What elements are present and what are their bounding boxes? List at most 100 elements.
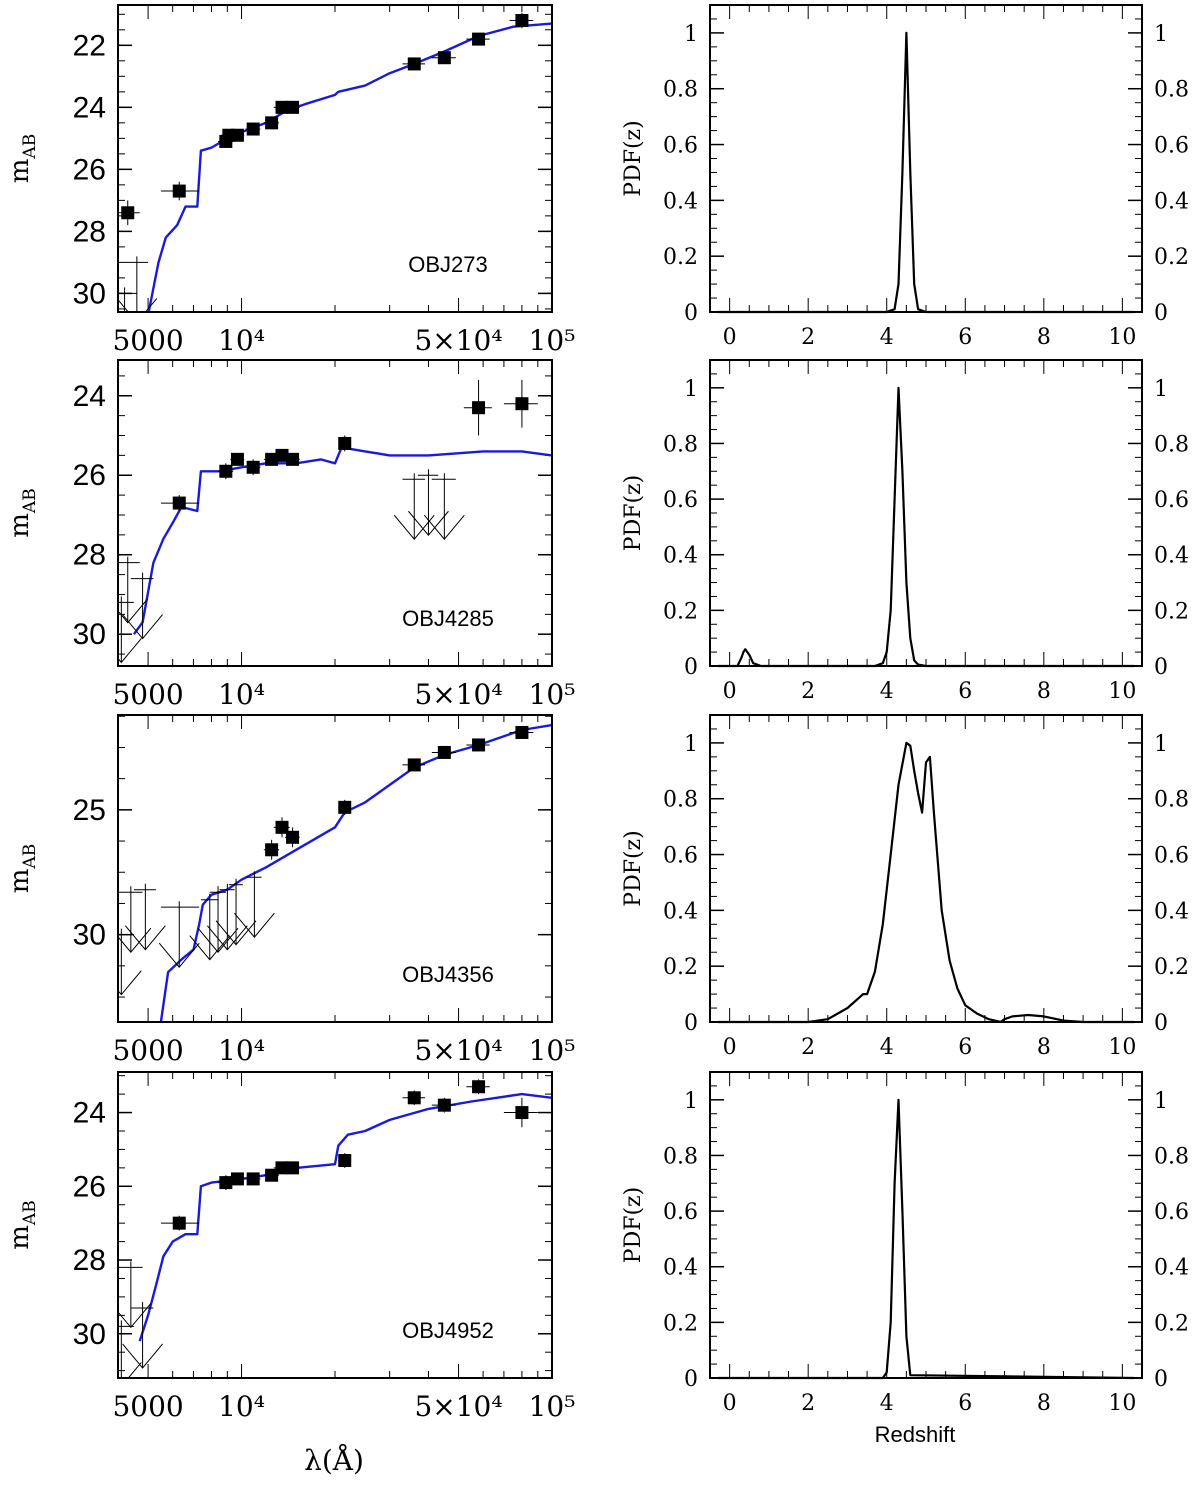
photometry-point — [246, 122, 260, 136]
y-tick-label: 0.4 — [663, 189, 698, 214]
pdf-frame — [709, 4, 1143, 313]
y-tick-label: 0.8 — [663, 1144, 698, 1169]
x-tick-label: 5×10⁴ — [414, 678, 502, 711]
sed-frame — [117, 714, 553, 1023]
y-tick-label: 30 — [73, 277, 106, 310]
photometry-point — [246, 460, 260, 474]
x-tick-label: 8 — [1037, 1391, 1051, 1416]
x-tick-label: 0 — [723, 325, 737, 350]
y-tick-label-right: 0.4 — [1154, 1256, 1189, 1281]
y-tick-label-right: 0.4 — [1154, 544, 1189, 569]
y-axis-title-subscript: AB — [20, 134, 40, 160]
photometry-point — [246, 1172, 260, 1186]
pdf-y-axis-title: PDF(z) — [621, 1187, 646, 1263]
x-tick-label: 10⁵ — [529, 324, 576, 357]
pdf-y-axis-title: PDF(z) — [621, 120, 646, 196]
object-label: OBJ273 — [408, 252, 488, 277]
y-tick-label: 30 — [73, 1318, 106, 1351]
x-tick-label: 8 — [1037, 325, 1051, 350]
photometry-point — [172, 1216, 186, 1230]
x-tick-label: 0 — [723, 1035, 737, 1060]
upper-limit-arrow — [122, 1343, 163, 1369]
x-tick-label: 4 — [880, 679, 894, 704]
y-tick-label: 0 — [684, 1367, 698, 1392]
upper-limit-arrow — [234, 912, 275, 939]
y-tick-label: 26 — [73, 1170, 106, 1203]
photometry-point — [265, 452, 279, 466]
photometry-point — [407, 57, 421, 71]
y-tick-label: 28 — [73, 1244, 106, 1277]
photometry-point — [338, 436, 352, 450]
y-tick-label-right: 0 — [1154, 1367, 1168, 1392]
y-tick-label-right: 0.2 — [1154, 955, 1189, 980]
y-tick-label: 0.8 — [663, 788, 698, 813]
y-tick-label: 0.4 — [663, 899, 698, 924]
photometry-point — [265, 1168, 279, 1182]
upper-limit-arrow — [197, 927, 239, 953]
y-tick-label-right: 0 — [1154, 1011, 1168, 1036]
object-label: OBJ4952 — [402, 1318, 494, 1343]
x-tick-label: 10⁴ — [218, 324, 265, 357]
y-tick-label: 0.4 — [663, 544, 698, 569]
x-tick-label: 10 — [1108, 679, 1136, 704]
y-tick-label-right: 1 — [1154, 377, 1168, 402]
y-tick-label: 0 — [684, 655, 698, 680]
y-axis-title-main: m — [5, 159, 35, 184]
upper-limit-arrow — [127, 1362, 142, 1378]
y-tick-label: 0 — [684, 301, 698, 326]
sed-frame — [117, 4, 553, 313]
y-tick-label: 0.6 — [663, 1200, 698, 1225]
sed-frame — [117, 1071, 553, 1379]
y-tick-label-right: 0.8 — [1154, 788, 1189, 813]
x-tick-label: 2 — [801, 679, 815, 704]
x-tick-label: 6 — [958, 679, 972, 704]
y-tick-label-right: 0.2 — [1154, 245, 1189, 270]
photometry-point — [515, 14, 529, 28]
sed-y-axis-title: mAB — [5, 1200, 40, 1249]
y-tick-label: 26 — [73, 459, 106, 492]
photometry-point — [286, 100, 300, 114]
photometry-point — [472, 401, 486, 415]
upper-limit-arrow — [215, 920, 257, 946]
photometry-point — [437, 745, 451, 759]
photometry-point — [515, 397, 529, 411]
photometry-point — [407, 758, 421, 772]
pdf-panel: 0 00.2 0.20.4 0.40.6 0.60.8 0.81 10 2 4 6 8 10PDF(z… — [621, 4, 1189, 350]
x-tick-label: 8 — [1037, 679, 1051, 704]
plot-area — [118, 1079, 552, 1378]
photometry-point — [265, 843, 279, 857]
photometry-point — [515, 1106, 529, 1120]
upper-limit-arrow — [393, 514, 435, 541]
upper-limit-arrow — [118, 970, 142, 996]
photometry-point — [219, 1176, 233, 1190]
photometry-point — [219, 464, 233, 478]
y-tick-label-right: 0.6 — [1154, 134, 1189, 159]
y-tick-label: 0.6 — [663, 844, 698, 869]
y-tick-label-right: 0.4 — [1154, 899, 1189, 924]
y-tick-label: 0.8 — [663, 432, 698, 457]
photometry-point — [338, 1153, 352, 1167]
x-tick-label: 6 — [958, 1391, 972, 1416]
x-tick-label: 2 — [801, 325, 815, 350]
x-tick-label: 10 — [1108, 1391, 1136, 1416]
y-tick-label-right: 0.2 — [1154, 599, 1189, 624]
upper-limit-arrow — [118, 298, 158, 312]
sed-panel: 24 26 28 30 5000 10⁴ 5×10⁴ 10⁵ OBJ4952 mAB — [5, 1071, 576, 1423]
x-tick-label: 6 — [958, 325, 972, 350]
y-tick-label: 0.2 — [663, 955, 698, 980]
upper-limit-arrow — [189, 935, 231, 961]
upper-limit-arrow — [124, 925, 166, 951]
photometry-point — [286, 830, 300, 844]
photometry-point — [275, 448, 289, 462]
pdf-y-axis-title: PDF(z) — [621, 475, 646, 551]
upper-limit-arrow — [118, 598, 149, 624]
plot-area — [118, 12, 552, 312]
sed-y-axis-title: mAB — [5, 488, 40, 537]
y-tick-label: 1 — [684, 1089, 698, 1114]
x-tick-label: 5×10⁴ — [414, 324, 502, 357]
x-tick-label: 10⁵ — [529, 1390, 576, 1423]
pdf-curve — [717, 31, 1135, 314]
y-tick-label: 0 — [684, 1011, 698, 1036]
photometry-point — [172, 496, 186, 510]
pdf-panel: 0 00.2 0.20.4 0.40.6 0.60.8 0.81 10 2 4 6 8 10PDF(z… — [621, 1071, 1189, 1416]
